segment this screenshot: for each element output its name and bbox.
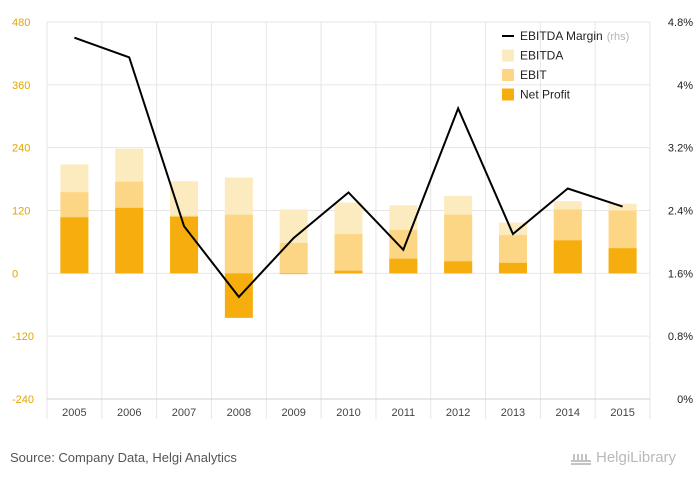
bar-net-profit — [498, 262, 527, 274]
x-tick-label: 2008 — [227, 407, 251, 419]
margin-line-group — [74, 36, 623, 299]
bar-net-profit — [279, 273, 308, 275]
x-tick-label: 2006 — [117, 407, 141, 419]
left-tick-label: 240 — [12, 143, 30, 155]
right-tick-label: 0% — [677, 394, 693, 406]
left-tick-label: 120 — [12, 206, 30, 218]
legend-label: EBITDA Margin (rhs) — [520, 29, 629, 43]
source-note: Source: Company Data, Helgi Analytics — [10, 450, 237, 465]
brand-text: HelgiLibrary — [596, 449, 677, 466]
right-tick-label: 2.4% — [668, 206, 693, 218]
library-icon — [571, 453, 591, 465]
legend-swatch — [502, 88, 514, 101]
bar-net-profit — [334, 270, 363, 274]
right-tick-label: 4.8% — [668, 17, 693, 29]
bars — [60, 148, 637, 318]
x-tick-label: 2012 — [446, 407, 470, 419]
brand-logo: HelgiLibrary — [570, 449, 676, 466]
bar-ebit — [224, 214, 253, 274]
axes: -240 -120 0 120 240 360 480 0% 0.8% 1.6% 2.4% 3.2% 4… — [12, 17, 693, 419]
x-tick-label: 2015 — [610, 407, 634, 419]
x-tick-label: 2007 — [172, 407, 196, 419]
legend-label: EBIT — [520, 68, 547, 82]
left-tick-label: 480 — [12, 17, 30, 29]
left-tick-label: -120 — [12, 331, 34, 343]
right-tick-label: 0.8% — [668, 331, 693, 343]
bar-net-profit — [60, 217, 89, 274]
x-tick-label: 2013 — [501, 407, 525, 419]
legend-item: EBITDA — [502, 49, 563, 63]
left-tick-label: -240 — [12, 394, 34, 406]
legend-item: EBITDA Margin (rhs) — [502, 29, 629, 43]
bar-ebit — [334, 234, 363, 274]
legend-label: Net Profit — [520, 88, 571, 102]
x-tick-label: 2011 — [391, 407, 415, 419]
x-tick-label: 2009 — [281, 407, 305, 419]
bar-net-profit — [444, 261, 473, 274]
legend-item: EBIT — [502, 68, 547, 82]
legend-swatch — [502, 69, 514, 81]
bar-net-profit — [389, 258, 418, 274]
legend-item: Net Profit — [502, 88, 571, 102]
left-tick-label: 0 — [12, 268, 18, 280]
right-tick-label: 4% — [677, 80, 693, 92]
legend: EBITDA Margin (rhs) EBITDA EBIT Net Profit — [502, 29, 629, 102]
right-tick-label: 3.2% — [668, 143, 693, 155]
legend-suffix: (rhs) — [607, 31, 630, 43]
right-tick-label: 1.6% — [668, 268, 693, 280]
legend-label: EBITDA — [520, 49, 563, 63]
x-tick-label: 2014 — [556, 407, 580, 419]
legend-swatch — [502, 49, 514, 62]
bar-net-profit — [553, 240, 582, 274]
bar-net-profit — [115, 207, 144, 274]
bar-net-profit — [608, 248, 637, 274]
x-tick-label: 2010 — [336, 407, 360, 419]
x-tick-label: 2005 — [62, 407, 86, 419]
left-tick-label: 360 — [12, 80, 30, 92]
